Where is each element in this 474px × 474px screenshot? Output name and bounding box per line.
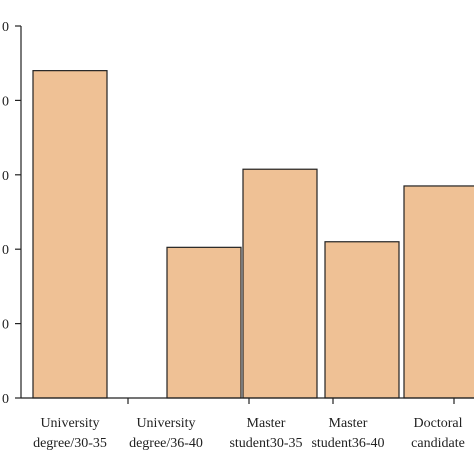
x-category-label-2-line-1: student30-35 <box>229 436 302 451</box>
bar-2-2 <box>242 168 318 399</box>
x-category-label-1-line-1: degree/36-40 <box>129 436 203 451</box>
bar-1-3 <box>324 241 400 399</box>
x-category-label-1-line-0: University <box>136 416 195 431</box>
x-category-label-4-line-1: candidate <box>411 436 465 451</box>
y-tick-label-3: 0 <box>2 169 9 184</box>
y-tick-label-4: 0 <box>2 94 9 109</box>
x-category-label-0-line-0: University <box>40 416 99 431</box>
x-category-label-4-line-0: Doctoral <box>414 416 463 431</box>
y-tick-label-5: 0 <box>2 20 9 35</box>
bar-1-2 <box>166 246 242 399</box>
x-category-label-3-line-1: student36-40 <box>311 436 384 451</box>
x-category-label-0-line-1: degree/30-35 <box>33 436 107 451</box>
x-ticks-group: University degree/30-35 University degree/3… <box>33 398 465 451</box>
y-ticks-group: 0 0 0 0 0 0 <box>2 20 21 407</box>
x-category-label-2-line-0: Master <box>247 416 286 431</box>
bars-group <box>32 70 474 399</box>
y-tick-label-0: 0 <box>2 392 9 407</box>
x-category-label-3-line-0: Master <box>329 416 368 431</box>
bar-2-4 <box>403 185 474 399</box>
bar-0-0 <box>32 70 108 399</box>
y-tick-label-2: 0 <box>2 243 9 258</box>
y-tick-label-1: 0 <box>2 318 9 333</box>
